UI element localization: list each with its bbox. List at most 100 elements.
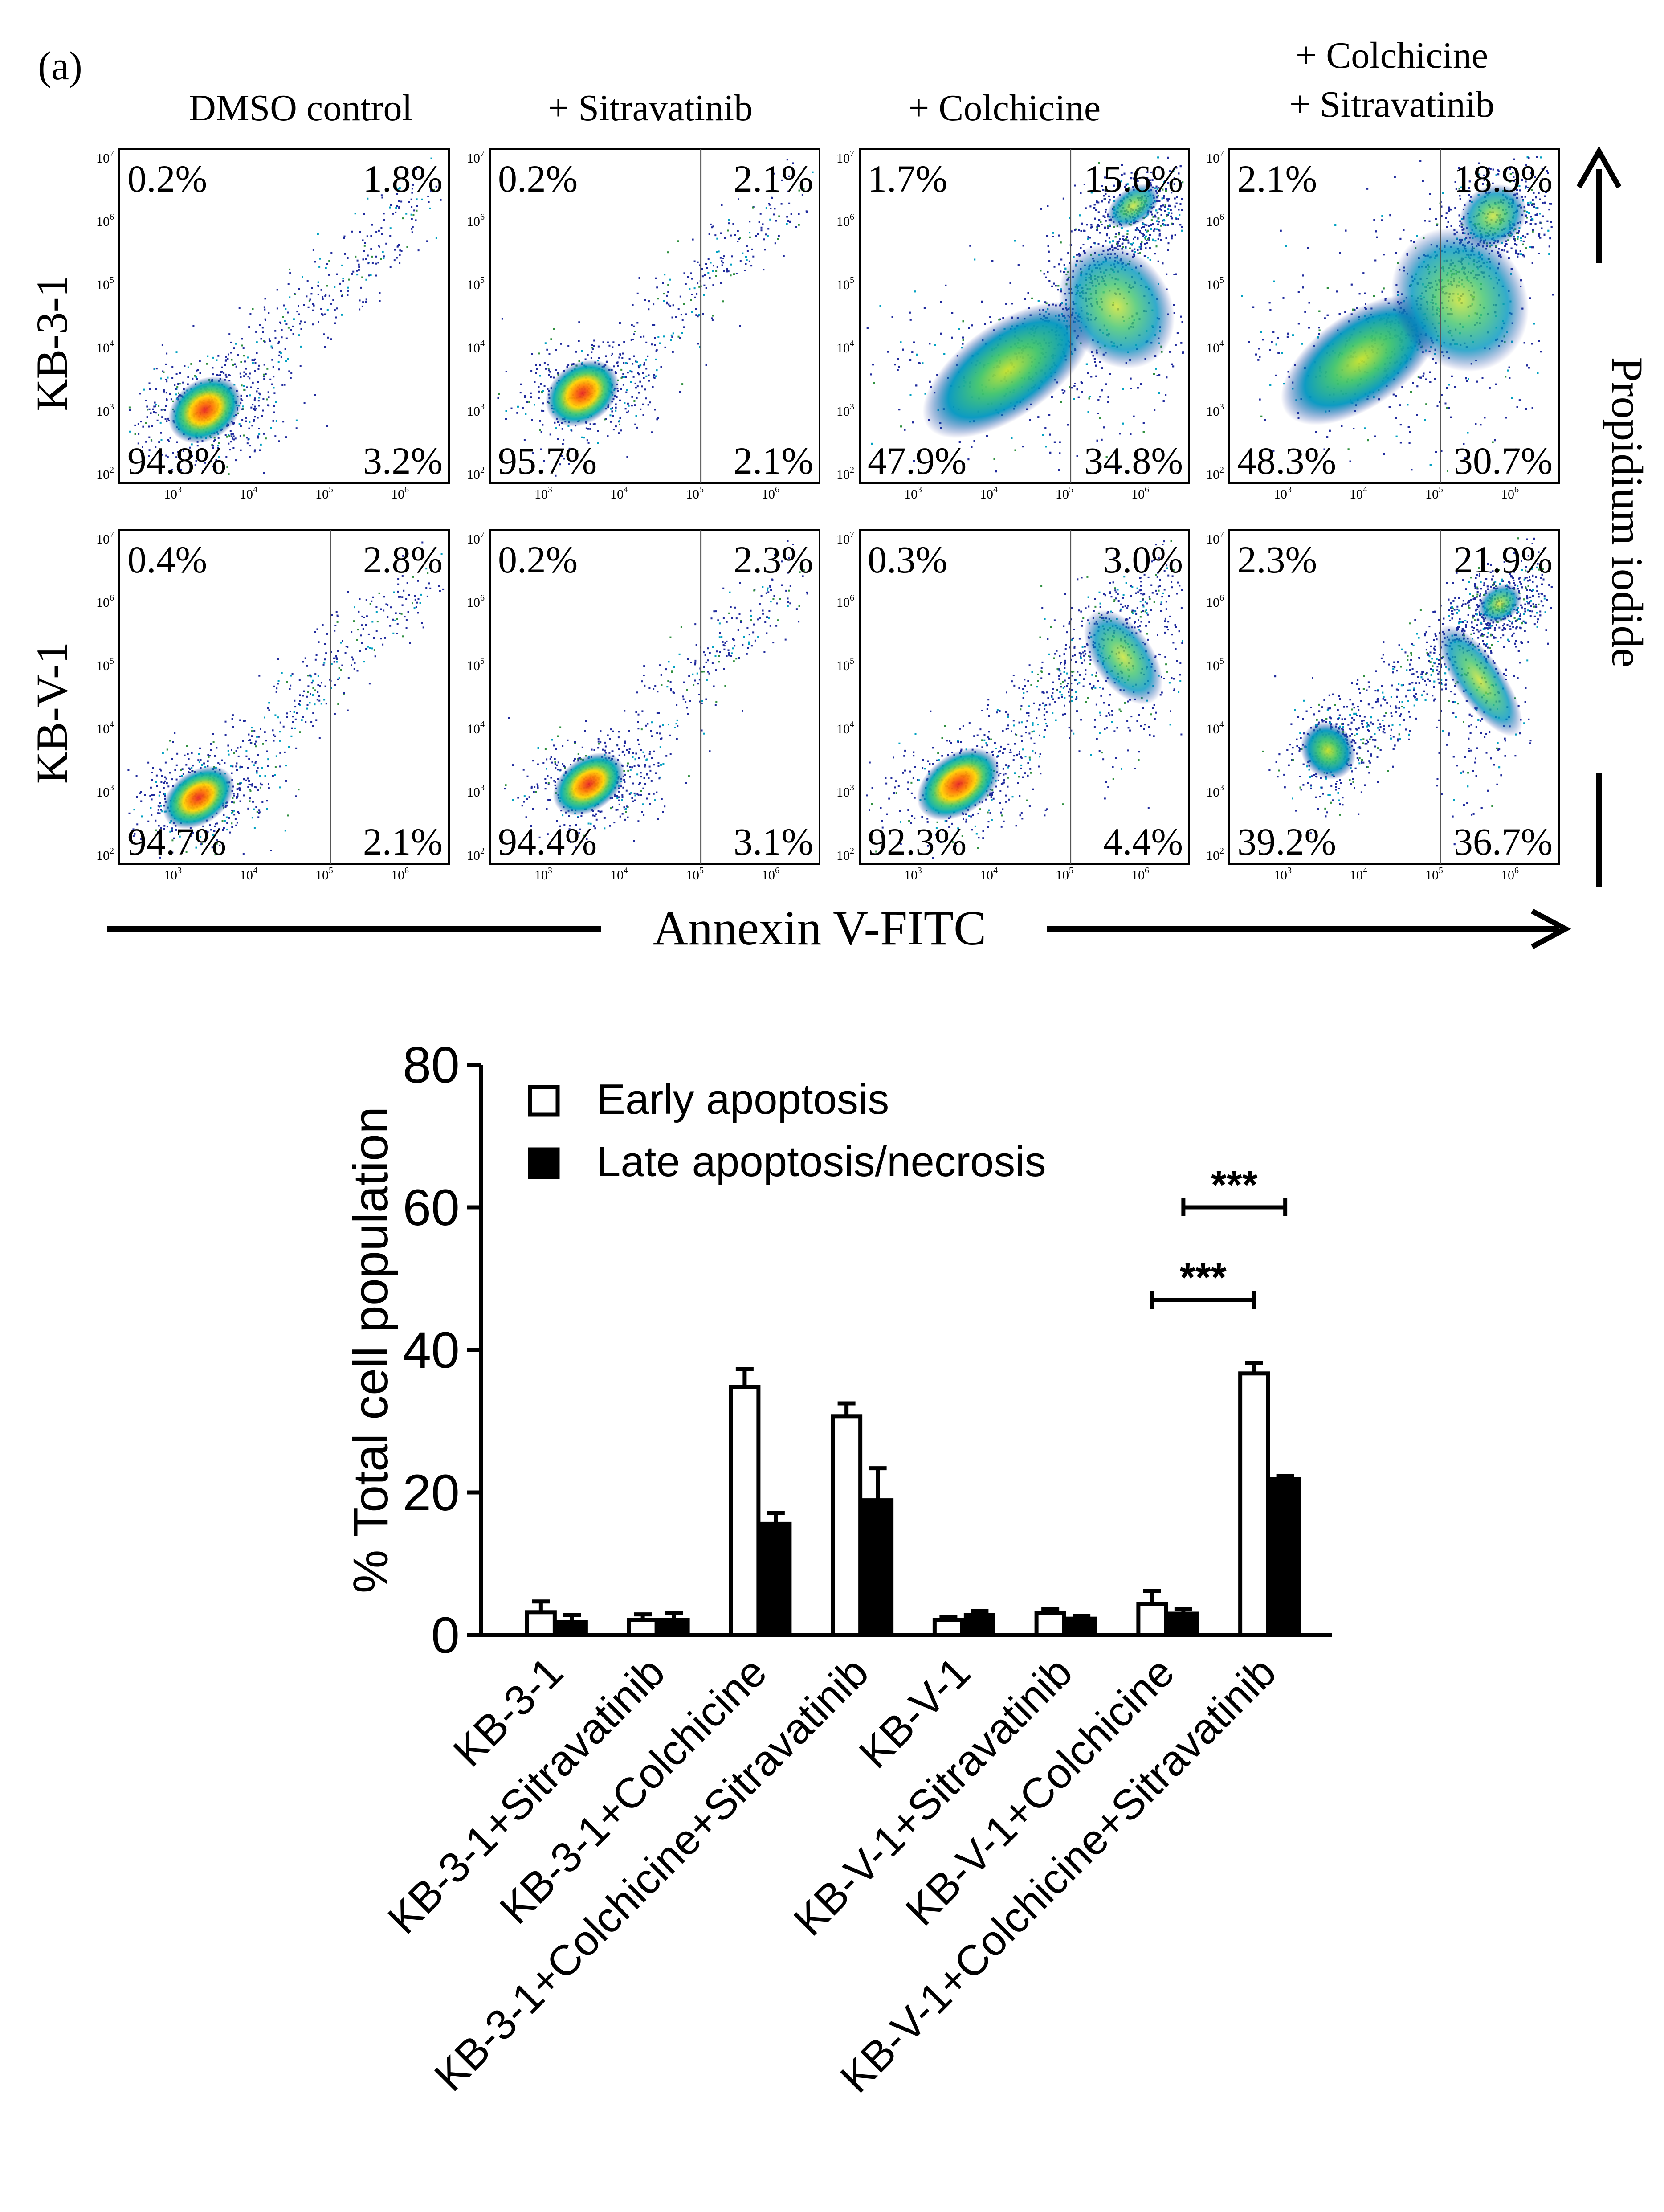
flow-event-dot [707,258,710,260]
flow-event-dot [1171,212,1173,214]
flow-event-dot [656,286,658,289]
flow-event-dot [657,298,659,300]
flow-event-dot [268,405,270,407]
flow-event-dot [1085,363,1088,365]
y-tick-label: 106 [836,212,854,229]
flow-event-dot [228,434,230,436]
flow-event-dot [229,449,231,451]
flow-event-dot [1048,250,1050,253]
flow-event-dot [765,207,767,209]
flow-event-dot [1169,351,1171,353]
flow-event-dot [232,433,234,434]
flow-event-dot [371,255,373,258]
flow-event-dot [732,223,734,225]
flow-event-dot [583,437,585,439]
flow-event-dot [681,383,684,385]
flow-event-dot [1174,205,1176,208]
flow-event-dot [389,227,392,229]
panel-label: (a) [38,44,82,88]
flow-event-dot [1160,225,1162,227]
flow-event-dot [735,273,738,274]
flow-event-dot [155,446,157,448]
flow-event-dot [298,305,299,307]
flow-event-dot [672,332,674,335]
flow-event-dot [759,213,762,215]
flow-event-dot [363,250,365,252]
flow-event-dot [148,455,150,457]
flow-event-dot [206,363,208,365]
flow-event-dot [866,327,869,329]
flow-event-dot [257,381,259,383]
flow-event-dot [172,400,174,402]
flow-event-dot [1127,241,1130,244]
flow-event-dot [781,179,783,181]
flow-event-dot [340,290,342,292]
flow-event-dot [224,434,227,436]
flow-event-dot [235,343,237,345]
flow-event-dot [1080,247,1082,249]
flow-event-dot [544,342,547,344]
flow-event-dot [531,419,533,421]
flow-event-dot [1157,223,1159,225]
flow-event-dot [260,443,262,446]
y-tick-label: 107 [467,149,485,166]
flow-event-dot [1126,236,1128,238]
flow-event-dot [324,313,326,315]
flow-event-dot [225,356,227,358]
flow-event-dot [1155,368,1157,370]
flow-event-dot [263,376,265,378]
flow-event-dot [681,332,683,334]
row-label-kb31: KB-3-1 [27,275,77,411]
y-tick-exponent: 5 [850,275,854,285]
flow-event-dot [244,360,246,363]
flow-event-dot [774,208,776,210]
flow-event-dot [681,319,684,321]
flow-event-dot [363,213,365,215]
flow-event-dot [174,384,176,386]
flow-event-dot [667,291,669,293]
flow-event-dot [778,215,780,217]
flow-event-dot [252,308,254,310]
flow-event-dot [1126,230,1129,232]
flow-event-dot [986,435,988,437]
flow-event-dot [165,379,167,380]
flow-event-dot [773,172,775,175]
flow-event-dot [242,347,245,349]
flow-event-dot [554,421,556,424]
flow-event-dot [786,223,788,225]
flow-event-dot [1148,225,1150,227]
flow-event-dot [655,350,657,352]
flow-event-dot [591,351,593,353]
flow-event-dot [760,226,763,229]
flow-event-dot [711,319,714,321]
flow-event-dot [394,249,396,251]
flow-event-dot [968,327,970,329]
flow-event-dot [234,437,237,440]
flow-event-dot [153,411,155,413]
flow-event-dot [142,446,143,448]
flow-event-dot [278,440,280,442]
flow-event-dot [417,249,420,252]
flow-event-dot [1181,226,1183,228]
flow-event-dot [232,437,233,440]
flow-event-dot [1011,303,1013,305]
flow-event-dot [710,223,712,225]
flow-event-dot [1105,383,1107,385]
flow-event-dot [282,316,284,318]
flow-event-dot [660,366,662,368]
flow-event-dot [195,376,197,378]
flow-event-dot [1158,229,1161,232]
flow-event-dot [730,234,732,237]
flow-event-dot [275,420,277,422]
flow-event-dot [623,362,625,364]
flow-event-dot [252,362,254,364]
flow-event-dot [383,257,385,259]
flow-event-dot [1060,270,1062,273]
flow-event-dot [217,437,220,439]
flow-event-dot [1115,233,1117,235]
flow-event-dot [615,409,617,412]
flow-event-dot [292,333,294,335]
flow-event-dot [685,283,687,285]
flow-event-dot [273,411,275,413]
